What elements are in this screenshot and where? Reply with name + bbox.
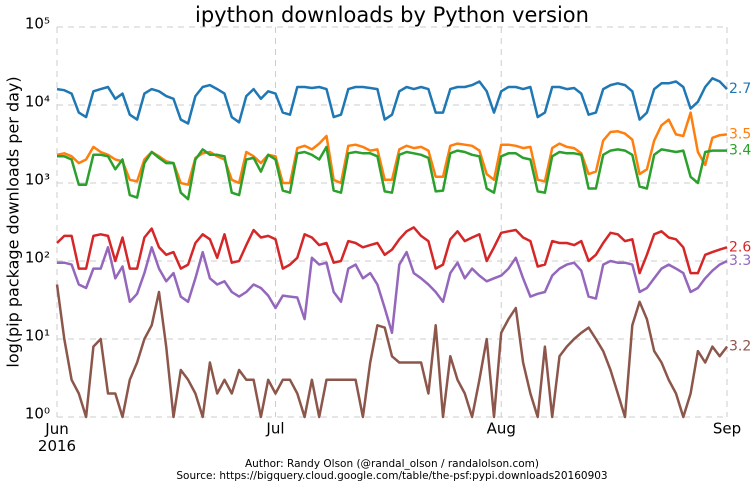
x-tick-label: Sep (713, 420, 741, 438)
series-line (57, 246, 728, 335)
x-tick-label: Jul (265, 420, 284, 438)
series-line (56, 111, 728, 186)
series-line (55, 284, 728, 419)
y-axis-label: log(pip package downloads per day) (4, 76, 23, 367)
y-tick-label: 10² (25, 249, 50, 267)
x-tick-label: Aug (487, 420, 516, 438)
y-tick-label: 10³ (25, 171, 50, 189)
series-line (56, 226, 728, 275)
series-label: 2.7 (729, 81, 751, 97)
series-line (57, 145, 727, 201)
series-label: 3.4 (729, 143, 751, 159)
series-label: 2.6 (729, 239, 751, 255)
x-tick-label: Jun 2016 (38, 420, 76, 455)
chart-title: ipython downloads by Python version (195, 3, 589, 27)
series-line (56, 77, 728, 125)
footer-source: Source: https://bigquery.cloud.google.co… (176, 470, 607, 482)
y-tick-label: 10⁰ (25, 405, 50, 423)
series-label: 3.5 (729, 126, 751, 142)
footer-author: Author: Randy Olson (@randal_olson / ran… (245, 458, 539, 470)
series-label: 3.3 (729, 253, 751, 269)
y-tick-label: 10⁵ (25, 15, 50, 33)
y-tick-label: 10⁴ (25, 93, 50, 111)
series-label: 3.2 (729, 339, 751, 355)
y-tick-label: 10¹ (25, 327, 50, 345)
